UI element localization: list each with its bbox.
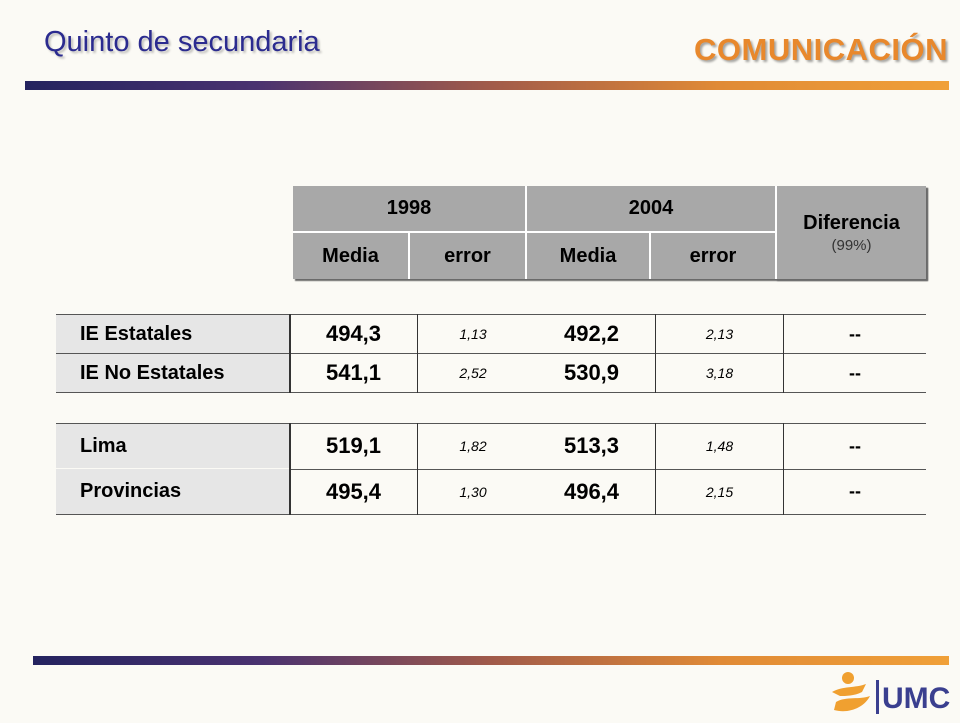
difference-cell: -- (849, 481, 861, 501)
table-group-school-type (56, 314, 926, 393)
error-2004-cell: 1,48 (705, 438, 734, 454)
difference-label: Diferencia (803, 211, 900, 234)
difference-confidence: (99%) (831, 236, 872, 254)
media-1998-header: Media (293, 233, 410, 279)
subject-title: COMUNICACIÓN (694, 32, 948, 67)
logo-text: UMC (882, 682, 950, 715)
error-1998-cell: 1,30 (459, 483, 487, 500)
person-figure-icon: UMC (832, 672, 950, 715)
difference-cell: -- (849, 362, 861, 383)
column-divider (783, 314, 784, 393)
column-divider (655, 423, 656, 515)
media-2004-header: Media (527, 233, 651, 279)
row-label: Provincias (56, 469, 289, 514)
column-divider (417, 314, 418, 393)
media-2004-cell: 513,3 (563, 433, 620, 458)
media-2004-cell: 530,9 (563, 360, 620, 385)
column-divider (655, 314, 656, 393)
error-2004-cell: 2,15 (705, 483, 734, 500)
media-1998-cell: 519,1 (325, 433, 382, 458)
column-divider (783, 423, 784, 515)
year-1998-header: 1998 (293, 186, 527, 233)
error-1998-cell: 1,13 (459, 326, 487, 342)
column-divider (289, 423, 291, 515)
error-2004-cell: 3,18 (705, 365, 734, 381)
row-label: IE Estatales (56, 315, 289, 353)
error-2004-header: error (651, 233, 775, 279)
error-1998-cell: 1,82 (459, 438, 487, 454)
umc-logo: UMC (826, 666, 954, 718)
media-2004-cell: 492,2 (563, 321, 620, 346)
page-title: Quinto de secundaria (44, 26, 320, 58)
row-label: Lima (56, 424, 289, 468)
column-divider (417, 423, 418, 515)
difference-cell: -- (849, 435, 861, 456)
media-1998-cell: 541,1 (325, 360, 382, 385)
table-group-region (56, 423, 926, 515)
column-divider (289, 314, 291, 393)
difference-cell: -- (849, 323, 861, 344)
top-divider (25, 81, 949, 90)
difference-header: Diferencia (99%) (775, 186, 926, 279)
error-2004-cell: 2,13 (705, 326, 734, 342)
row-label: IE No Estatales (56, 354, 289, 392)
error-1998-header: error (410, 233, 527, 279)
media-2004-cell: 496,4 (563, 478, 620, 504)
bottom-divider (33, 656, 949, 665)
media-1998-cell: 495,4 (325, 478, 382, 504)
year-2004-header: 2004 (527, 186, 775, 233)
media-1998-cell: 494,3 (325, 321, 382, 346)
error-1998-cell: 2,52 (459, 365, 487, 381)
